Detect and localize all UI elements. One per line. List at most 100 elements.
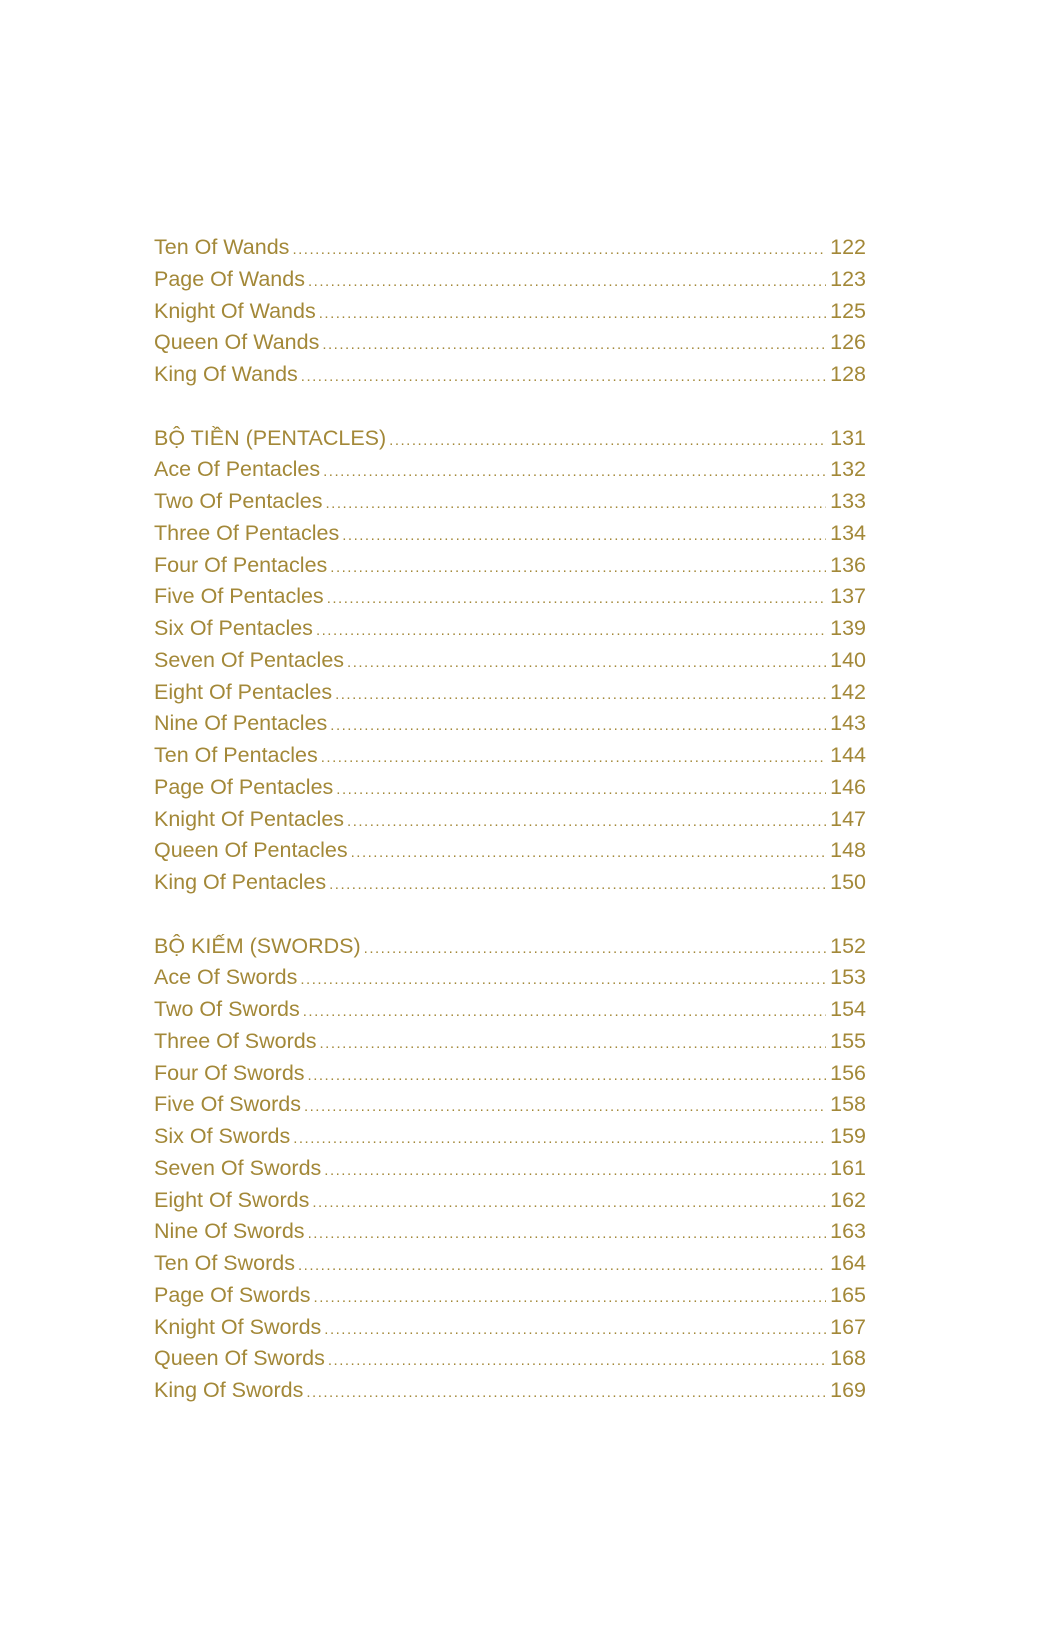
toc-entry[interactable]: Five Of Swords 158 — [154, 1089, 866, 1121]
entry-title: King Of Pentacles — [154, 870, 327, 894]
page-number: 128 — [830, 362, 866, 386]
section-header[interactable]: BỘ TIỀN (PENTACLES) 131 — [154, 423, 866, 455]
toc-entry[interactable]: King Of Wands 128 — [154, 359, 866, 391]
toc-entry[interactable]: Knight Of Swords 167 — [154, 1312, 866, 1344]
toc-entry[interactable]: Three Of Pentacles 134 — [154, 518, 866, 550]
entry-title: Page Of Swords — [154, 1282, 311, 1307]
page-number: 165 — [830, 1282, 866, 1307]
toc-entry[interactable]: Page Of Wands 123 — [154, 264, 866, 296]
toc-section: Ten Of Wands 122 Page Of Wands 123 Knight Of… — [154, 232, 866, 391]
page-number: 159 — [830, 1124, 866, 1148]
dot-leader — [330, 552, 826, 584]
page-number: 134 — [830, 520, 866, 545]
entry-title: Nine Of Swords — [154, 1219, 305, 1244]
entry-title: Nine Of Pentacles — [154, 711, 328, 736]
entry-title: Knight Of Wands — [154, 298, 316, 323]
dot-leader — [316, 615, 826, 647]
dot-leader — [324, 1314, 826, 1346]
page-number: 156 — [830, 1060, 866, 1085]
section-header[interactable]: BỘ KIẾM (SWORDS) 152 — [154, 931, 866, 963]
page-number: 150 — [830, 870, 866, 894]
dot-leader — [298, 1250, 826, 1282]
dot-leader — [308, 266, 826, 298]
page-number: 161 — [830, 1155, 866, 1180]
entry-title: BỘ KIẾM (SWORDS) — [154, 933, 361, 958]
page-number: 154 — [830, 997, 866, 1021]
toc-entry[interactable]: Four Of Swords 156 — [154, 1058, 866, 1090]
dot-leader — [319, 298, 826, 330]
entry-title: Queen Of Wands — [154, 330, 320, 355]
toc-entry[interactable]: Four Of Pentacles 136 — [154, 550, 866, 582]
dot-leader — [306, 1377, 826, 1409]
toc-entry[interactable]: King Of Pentacles 150 — [154, 867, 866, 899]
page-number: 167 — [830, 1314, 866, 1339]
toc-entry[interactable]: Seven Of Pentacles 140 — [154, 645, 866, 677]
toc-entry[interactable]: Nine Of Pentacles 143 — [154, 708, 866, 740]
dot-leader — [321, 742, 826, 774]
entry-title: Four Of Pentacles — [154, 552, 328, 577]
page-number: 143 — [830, 711, 866, 736]
dot-leader — [327, 583, 826, 615]
entry-title: Five Of Swords — [154, 1092, 301, 1117]
dot-leader — [312, 1187, 826, 1219]
entry-title: Ten Of Swords — [154, 1251, 295, 1275]
toc-entry[interactable]: Nine Of Swords 163 — [154, 1216, 866, 1248]
dot-leader — [304, 1091, 826, 1123]
toc-entry[interactable]: Queen Of Swords 168 — [154, 1343, 866, 1375]
toc-entry[interactable]: Seven Of Swords 161 — [154, 1153, 866, 1185]
page-number: 133 — [830, 489, 866, 513]
toc-entry[interactable]: Eight Of Swords 162 — [154, 1185, 866, 1217]
toc-entry[interactable]: Five Of Pentacles 137 — [154, 581, 866, 613]
toc-entry[interactable]: Queen Of Pentacles 148 — [154, 835, 866, 867]
dot-leader — [336, 774, 826, 806]
dot-leader — [330, 710, 826, 742]
toc-entry[interactable]: King Of Swords 169 — [154, 1375, 866, 1407]
dot-leader — [303, 996, 826, 1028]
toc-entry[interactable]: Ten Of Swords 164 — [154, 1248, 866, 1280]
dot-leader — [326, 488, 827, 520]
page-number: 169 — [830, 1378, 866, 1402]
entry-title: King Of Swords — [154, 1378, 304, 1402]
toc-entry[interactable]: Page Of Swords 165 — [154, 1280, 866, 1312]
entry-title: Knight Of Swords — [154, 1314, 322, 1339]
entry-title: Page Of Pentacles — [154, 774, 334, 799]
page-number: 126 — [830, 330, 866, 355]
toc-section: BỘ TIỀN (PENTACLES) 131 Ace Of Pentacles 13… — [154, 423, 866, 899]
dot-leader — [322, 329, 826, 361]
toc-entry[interactable]: Knight Of Pentacles 147 — [154, 804, 866, 836]
page-number: 147 — [830, 806, 866, 831]
dot-leader — [324, 1155, 826, 1187]
dot-leader — [329, 869, 826, 901]
page-number: 123 — [830, 266, 866, 291]
toc-entry[interactable]: Page Of Pentacles 146 — [154, 772, 866, 804]
page-number: 140 — [830, 647, 866, 672]
toc-entry[interactable]: Eight Of Pentacles 142 — [154, 677, 866, 709]
page-number: 146 — [830, 774, 866, 799]
page-number: 162 — [830, 1187, 866, 1212]
dot-leader — [300, 964, 826, 996]
toc-entry[interactable]: Ten Of Wands 122 — [154, 232, 866, 264]
toc-entry[interactable]: Ace Of Pentacles 132 — [154, 454, 866, 486]
page-number: 144 — [830, 743, 866, 767]
dot-leader — [301, 361, 826, 393]
toc-entry[interactable]: Ten Of Pentacles 144 — [154, 740, 866, 772]
entry-title: Knight Of Pentacles — [154, 806, 345, 831]
page-number: 163 — [830, 1219, 866, 1244]
toc-entry[interactable]: Two Of Pentacles 133 — [154, 486, 866, 518]
toc-entry[interactable]: Ace Of Swords 153 — [154, 962, 866, 994]
entry-title: Ten Of Wands — [154, 235, 290, 259]
toc-entry[interactable]: Knight Of Wands 125 — [154, 296, 866, 328]
toc-entry[interactable]: Three Of Swords 155 — [154, 1026, 866, 1058]
page-number: 132 — [830, 457, 866, 482]
toc-entry[interactable]: Six Of Swords 159 — [154, 1121, 866, 1153]
dot-leader — [364, 933, 826, 965]
entry-title: Two Of Pentacles — [154, 489, 323, 513]
dot-leader — [342, 520, 826, 552]
page-number: 125 — [830, 298, 866, 323]
toc-entry[interactable]: Six Of Pentacles 139 — [154, 613, 866, 645]
toc-entry[interactable]: Queen Of Wands 126 — [154, 327, 866, 359]
dot-leader — [308, 1218, 827, 1250]
toc-entry[interactable]: Two Of Swords 154 — [154, 994, 866, 1026]
entry-title: Seven Of Pentacles — [154, 647, 345, 672]
dot-leader — [335, 679, 826, 711]
